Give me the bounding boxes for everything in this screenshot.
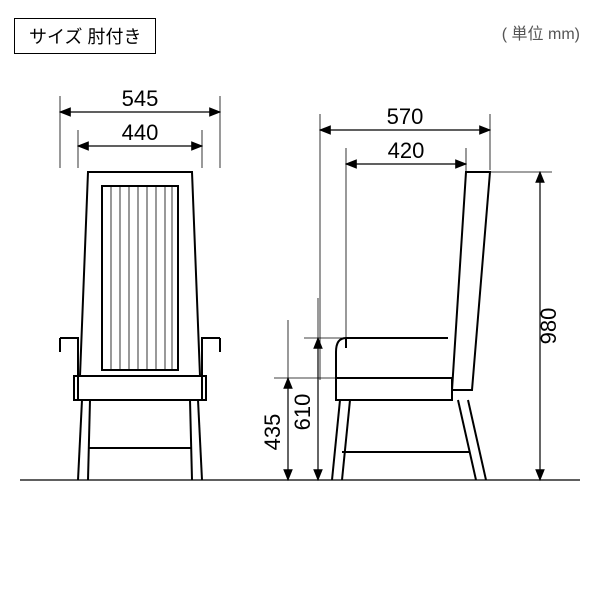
front-back-outer — [80, 172, 200, 376]
dim-total-h-text: 980 — [536, 308, 561, 345]
dim-arm-h-text: 610 — [290, 394, 315, 431]
dim-side-inner-text: 420 — [388, 138, 425, 163]
front-back-inner — [102, 186, 178, 370]
dim-side-outer-text: 570 — [387, 104, 424, 129]
front-seat — [74, 376, 206, 400]
side-front-leg — [332, 400, 340, 480]
front-view: 545 440 — [60, 86, 220, 480]
side-view: 570 420 435 610 980 — [260, 104, 561, 480]
diagram-svg: 545 440 — [0, 0, 600, 600]
side-back — [452, 172, 490, 390]
side-seat — [336, 378, 452, 400]
dim-front-outer-text: 545 — [122, 86, 159, 111]
side-back-leg — [458, 400, 476, 480]
front-leg — [78, 400, 82, 480]
dim-front-inner-text: 440 — [122, 120, 159, 145]
dim-seat-h-text: 435 — [260, 414, 285, 451]
